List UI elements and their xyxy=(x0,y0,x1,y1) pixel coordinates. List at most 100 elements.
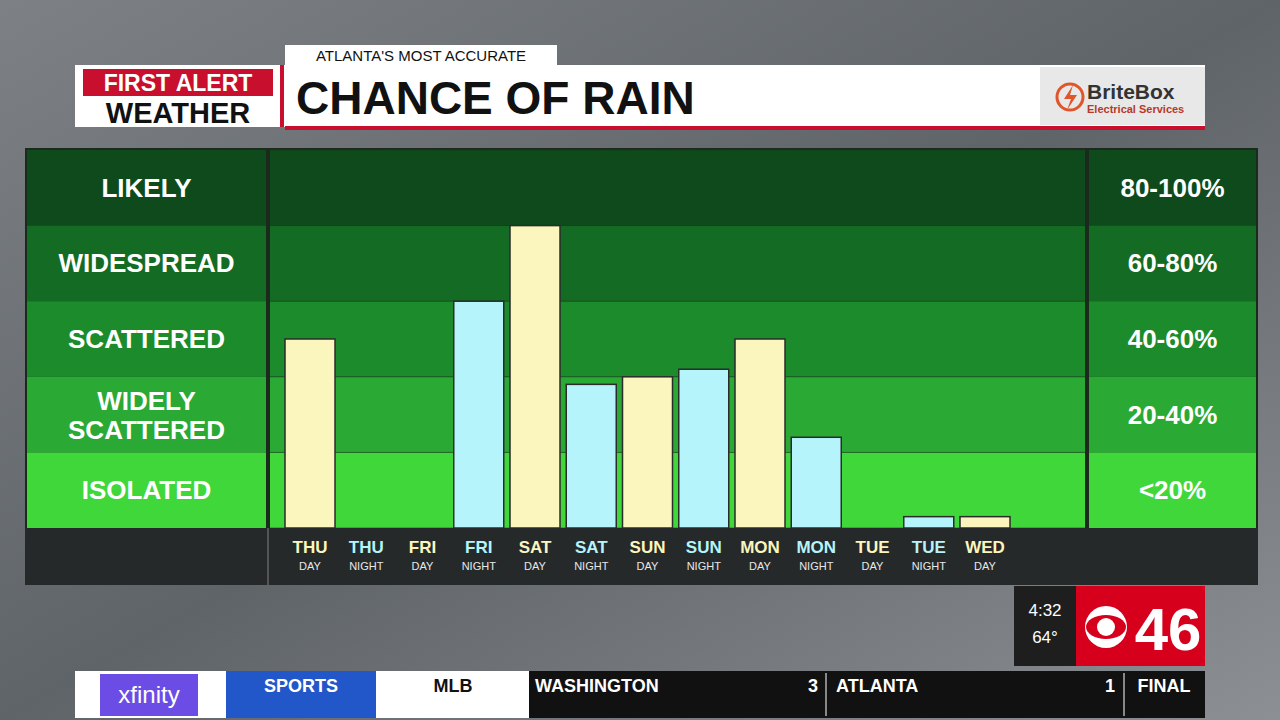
category-word: NIGHT xyxy=(687,560,722,572)
axis-row xyxy=(25,528,1258,585)
score-box xyxy=(529,671,1205,718)
bar xyxy=(904,517,954,528)
game-status: FINAL xyxy=(1138,676,1191,696)
band-range-cell xyxy=(1089,150,1256,226)
category-word: THU xyxy=(293,538,328,557)
grid-line xyxy=(270,376,1085,377)
band-label: ISOLATED xyxy=(82,475,212,505)
chart-panel xyxy=(25,148,1258,585)
band-range-cell xyxy=(1089,377,1256,453)
bar xyxy=(791,437,841,528)
bar xyxy=(341,527,391,528)
bar xyxy=(398,527,448,528)
column-divider xyxy=(266,148,270,528)
band-label: WIDESPREAD xyxy=(58,248,234,278)
bar xyxy=(454,301,504,528)
category-word: MON xyxy=(740,538,780,557)
category-word: SAT xyxy=(575,538,608,557)
band xyxy=(270,452,1085,528)
band-range-cell xyxy=(1089,452,1256,528)
bar xyxy=(679,369,729,528)
band-label: WIDELYSCATTERED xyxy=(68,386,225,445)
league: MLB xyxy=(434,676,473,696)
band xyxy=(270,226,1085,302)
tagline: ATLANTA'S MOST ACCURATE xyxy=(316,47,526,64)
bars xyxy=(285,226,1010,528)
category-label: FRI NIGHT xyxy=(462,538,497,572)
band-range-cell xyxy=(1089,226,1256,302)
channel-box xyxy=(1076,586,1205,666)
band-range-cell xyxy=(1089,301,1256,377)
section: SPORTS xyxy=(264,676,338,696)
category-word: DAY xyxy=(637,560,659,572)
band xyxy=(270,150,1085,226)
grid-line xyxy=(270,452,1085,453)
category-label: MON DAY xyxy=(740,538,780,572)
bar xyxy=(735,339,785,528)
category-word: DAY xyxy=(862,560,884,572)
category-label: SUNNIGHT xyxy=(686,538,722,572)
category-label: TUE NIGHT xyxy=(912,538,947,572)
band-label-cell xyxy=(27,452,266,528)
cbs-eye xyxy=(1085,606,1127,648)
band-label: LIKELY xyxy=(101,173,191,203)
provider: xfinity xyxy=(118,681,179,708)
provider-box xyxy=(100,674,198,716)
grid-line xyxy=(270,225,1085,226)
category-word: DAY xyxy=(524,560,546,572)
band-range: 60-80% xyxy=(1128,248,1218,278)
band-label-cell xyxy=(27,226,266,302)
score: 3 xyxy=(808,676,818,696)
bar xyxy=(510,226,560,528)
band xyxy=(270,301,1085,377)
sponsor-sub: Electrical Services xyxy=(1087,103,1184,115)
band-label-cell xyxy=(27,301,266,377)
sponsor-name: BriteBox xyxy=(1087,80,1175,103)
cbs-eye-pupil xyxy=(1097,618,1115,636)
temperature: 64° xyxy=(1032,628,1058,647)
band-range: <20% xyxy=(1139,475,1206,505)
category-word: FRI xyxy=(465,538,492,557)
band-label-line: WIDELY xyxy=(97,386,196,416)
category-word: NIGHT xyxy=(349,560,384,572)
brand-top: FIRST ALERT xyxy=(104,70,253,96)
grid-line xyxy=(270,301,1085,302)
bar xyxy=(285,339,335,528)
category-word: MON xyxy=(796,538,836,557)
band-label: SCATTERED xyxy=(68,324,225,354)
category-word: NIGHT xyxy=(912,560,947,572)
category-label: MON NIGHT xyxy=(796,538,836,572)
brand-bottom: WEATHER xyxy=(106,97,251,129)
axis-divider xyxy=(267,528,269,585)
grid-line xyxy=(270,150,1085,151)
category-word: SUN xyxy=(630,538,666,557)
category-word: FRI xyxy=(409,538,436,557)
column-divider xyxy=(1085,148,1089,528)
score-divider xyxy=(826,673,827,716)
category-label: SATDAY xyxy=(519,538,552,572)
team: ATLANTA xyxy=(836,676,918,696)
tagline-box xyxy=(285,45,557,66)
section-box xyxy=(226,671,376,718)
category-word: TUE xyxy=(856,538,890,557)
category-word: DAY xyxy=(749,560,771,572)
brand-divider xyxy=(280,65,284,127)
score-divider xyxy=(1124,673,1125,716)
category-label: TUE DAY xyxy=(856,538,890,572)
band-range: 20-40% xyxy=(1128,400,1218,430)
category-word: NIGHT xyxy=(462,560,497,572)
category-word: TUE xyxy=(912,538,946,557)
category-word: WED xyxy=(965,538,1005,557)
band-label-cell xyxy=(27,377,266,453)
band xyxy=(270,377,1085,453)
band-label-cell xyxy=(27,150,266,226)
category-word: NIGHT xyxy=(574,560,609,572)
category-word: NIGHT xyxy=(799,560,834,572)
category-label: SAT NIGHT xyxy=(574,538,609,572)
category-word: DAY xyxy=(299,560,321,572)
category-label: THU DAY xyxy=(293,538,328,572)
time-box xyxy=(1014,586,1076,666)
score: 1 xyxy=(1105,676,1115,696)
sponsor-bolt xyxy=(1064,85,1077,110)
category-label: SUN DAY xyxy=(630,538,666,572)
